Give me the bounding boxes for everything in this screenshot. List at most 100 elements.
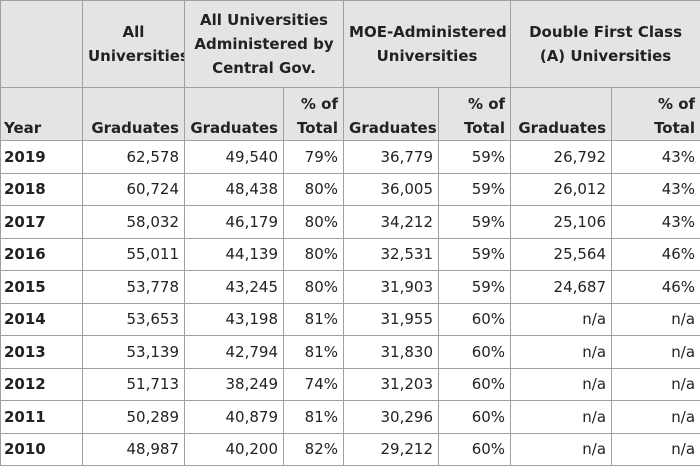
header-cell [0,0,83,88]
value-cell: 60% [438,302,512,336]
header-line: MOE-Administered [349,23,507,41]
year-cell: 2017 [0,205,83,239]
value-cell: 46% [611,270,700,304]
value-cell: 51,713 [82,367,185,401]
table-row: 2010 48,987 40,200 82% 29,212 60% n/a n/a [0,432,700,466]
header-line: All Universities [200,11,328,29]
value-cell: 26,792 [510,140,613,174]
value-cell: n/a [510,367,613,401]
table-row: 2012 51,713 38,249 74% 31,203 60% n/a n/a [0,367,700,401]
value-cell: 53,778 [82,270,185,304]
value-cell: 81% [282,400,345,434]
value-cell: 43% [611,172,700,206]
header-line: Universities [88,47,185,65]
value-cell: 40,879 [184,400,284,434]
value-cell: 31,203 [343,367,440,401]
year-cell: 2010 [0,432,83,466]
header-line: Graduates [518,119,607,137]
value-cell: 46% [611,237,700,271]
value-cell: n/a [611,367,700,401]
table-row: 2016 55,011 44,139 80% 32,531 59% 25,564 46% [0,237,700,271]
year-cell: 2014 [0,302,83,336]
table-row: 2014 53,653 43,198 81% 31,955 60% n/a n/a [0,302,700,336]
value-cell: 36,779 [343,140,440,174]
value-cell: 80% [282,172,345,206]
column-header: Graduates [510,87,613,141]
value-cell: n/a [510,335,613,369]
value-cell: 55,011 [82,237,185,271]
value-cell: 29,212 [343,432,440,466]
value-cell: 34,212 [343,205,440,239]
value-cell: 59% [438,172,512,206]
value-cell: 36,005 [343,172,440,206]
value-cell: n/a [611,302,700,336]
header-line: Graduates [349,119,437,137]
value-cell: 59% [438,140,512,174]
group-header: MOE-Administered Universities [343,0,512,88]
value-cell: 46,179 [184,205,284,239]
value-cell: n/a [611,400,700,434]
column-header: % of Total [438,87,512,141]
table-row: 2013 53,139 42,794 81% 31,830 60% n/a n/a [0,335,700,369]
value-cell: 59% [438,205,512,239]
value-cell: 82% [282,432,345,466]
value-cell: 81% [282,335,345,369]
value-cell: 43,245 [184,270,284,304]
header-line: Universities [376,47,478,65]
table-header: All Universities All Universities Administe… [0,0,700,141]
value-cell: n/a [510,432,613,466]
value-cell: 32,531 [343,237,440,271]
value-cell: n/a [611,335,700,369]
table-row: 2017 58,032 46,179 80% 34,212 59% 25,106 43% [0,205,700,239]
header-line: (A) Universities [539,47,672,65]
header-line: Central Gov. [212,59,316,77]
year-cell: 2015 [0,270,83,304]
year-cell: 2018 [0,172,83,206]
header-line: Year [4,119,42,137]
value-cell: 31,830 [343,335,440,369]
header-line: Administered by [194,35,334,53]
value-cell: n/a [510,302,613,336]
column-header: % of Total [282,87,345,141]
table-row: 2015 53,778 43,245 80% 31,903 59% 24,687 46% [0,270,700,304]
value-cell: 43,198 [184,302,284,336]
value-cell: 60% [438,335,512,369]
value-cell: 60,724 [82,172,185,206]
value-cell: 25,564 [510,237,613,271]
header-line: Total [464,119,506,137]
group-header: All Universities Administered by Central G… [183,0,345,88]
value-cell: 60% [438,367,512,401]
value-cell: 53,139 [82,335,185,369]
value-cell: 26,012 [510,172,613,206]
value-cell: 49,540 [184,140,284,174]
column-header: Graduates [184,87,284,141]
year-cell: 2016 [0,237,83,271]
header-line: % of [300,95,339,113]
group-header: Double First Class (A) Universities [510,0,700,88]
value-cell: 62,578 [82,140,185,174]
value-cell: 24,687 [510,270,613,304]
value-cell: 59% [438,270,512,304]
column-header: % of Total [611,87,700,141]
value-cell: 38,249 [184,367,284,401]
value-cell: 31,955 [343,302,440,336]
header-line: All [122,23,145,41]
table-row: 2019 62,578 49,540 79% 36,779 59% 26,792 43% [0,140,700,174]
column-header: Year [0,87,83,141]
value-cell: 48,438 [184,172,284,206]
table-row: 2011 50,289 40,879 81% 30,296 60% n/a n/a [0,400,700,434]
year-cell: 2011 [0,400,83,434]
year-cell: 2012 [0,367,83,401]
header-line: Total [297,119,339,137]
value-cell: 50,289 [82,400,185,434]
value-cell: n/a [510,400,613,434]
value-cell: 25,106 [510,205,613,239]
column-header-row: Year Graduates Graduates % of Total Graduates… [0,87,700,141]
year-cell: 2013 [0,335,83,369]
table-row: 2018 60,724 48,438 80% 36,005 59% 26,012 43% [0,172,700,206]
header-line: Graduates [91,119,179,137]
value-cell: 44,139 [184,237,284,271]
value-cell: 60% [438,432,512,466]
